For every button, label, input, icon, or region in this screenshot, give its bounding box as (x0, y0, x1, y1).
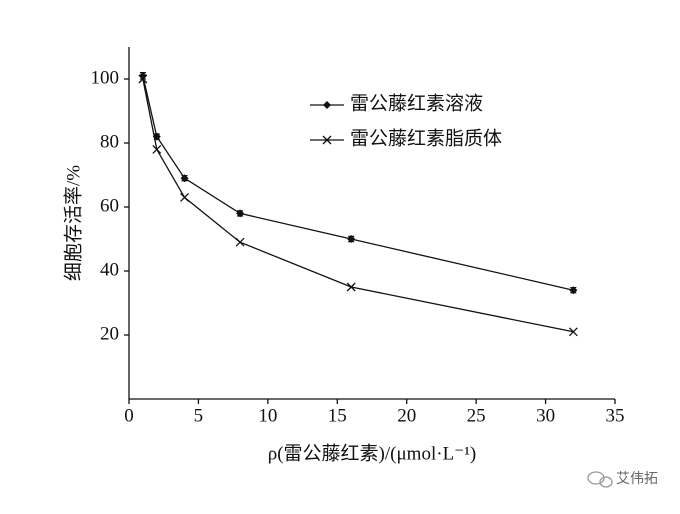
point (235, 237, 245, 247)
point (347, 235, 356, 243)
y-axis-label: 细胞存活率/% (62, 165, 84, 281)
point (152, 144, 162, 154)
point (180, 192, 190, 202)
series-line (142, 78, 574, 333)
point (568, 327, 578, 337)
y-tick-label: 40 (100, 259, 119, 280)
legend-label: 雷公藤红素溶液 (350, 92, 483, 114)
legend-marker (323, 101, 331, 109)
x-tick-label: 10 (258, 405, 277, 426)
watermark-icon (587, 471, 613, 488)
x-tick-label: 25 (467, 405, 486, 426)
y-tick-label: 60 (100, 195, 119, 216)
x-tick-label: 15 (328, 405, 347, 426)
legend-label: 雷公藤红素脂质体 (350, 127, 502, 149)
x-axis-label: ρ(雷公藤红素)/(μmol·L⁻¹) (268, 442, 476, 464)
x-tick-label: 5 (194, 405, 204, 426)
series-line (142, 75, 574, 291)
point (236, 209, 245, 218)
y-tick-label: 100 (91, 67, 120, 88)
x-tick-label: 35 (606, 405, 625, 426)
x-tick-label: 20 (397, 405, 416, 426)
y-tick-label: 20 (100, 323, 119, 344)
point (138, 74, 148, 84)
point (569, 286, 578, 295)
watermark: 艾伟拓 (616, 471, 658, 487)
point (180, 174, 189, 183)
x-tick-label: 0 (124, 405, 134, 426)
point (346, 282, 356, 292)
x-tick-label: 30 (536, 405, 555, 426)
legend-marker (322, 135, 332, 145)
y-tick-label: 80 (100, 131, 119, 152)
